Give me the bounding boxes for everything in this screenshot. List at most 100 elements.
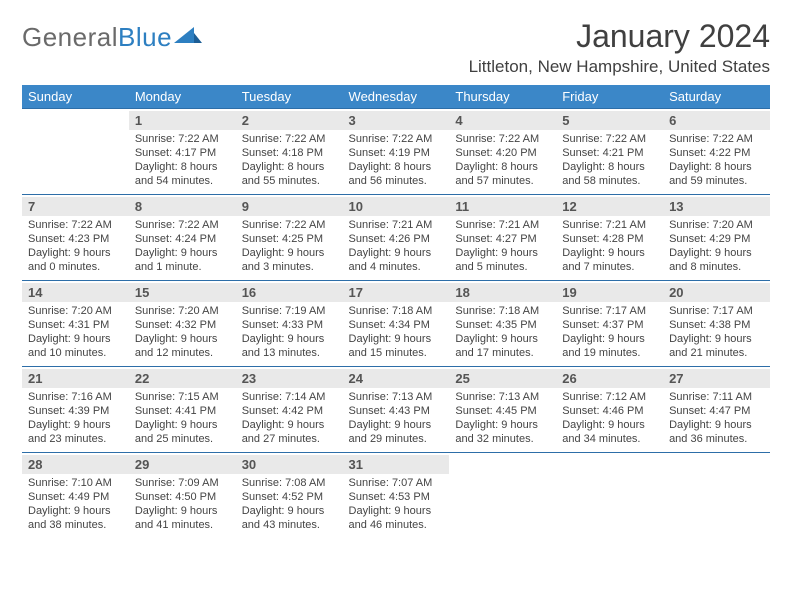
day-number: 22 <box>129 369 236 388</box>
day-details: Sunrise: 7:21 AMSunset: 4:27 PMDaylight:… <box>455 218 550 274</box>
day-number: 5 <box>556 111 663 130</box>
daylight-text: Daylight: 8 hours and 54 minutes. <box>135 160 230 188</box>
day-number: 17 <box>343 283 450 302</box>
day-details: Sunrise: 7:07 AMSunset: 4:53 PMDaylight:… <box>349 476 444 532</box>
calendar-day-cell: 26Sunrise: 7:12 AMSunset: 4:46 PMDayligh… <box>556 367 663 453</box>
weekday-header: Sunday <box>22 85 129 109</box>
sunset-text: Sunset: 4:46 PM <box>562 404 657 418</box>
day-details: Sunrise: 7:14 AMSunset: 4:42 PMDaylight:… <box>242 390 337 446</box>
daylight-text: Daylight: 9 hours and 32 minutes. <box>455 418 550 446</box>
day-number: 7 <box>22 197 129 216</box>
day-details: Sunrise: 7:18 AMSunset: 4:35 PMDaylight:… <box>455 304 550 360</box>
daylight-text: Daylight: 8 hours and 57 minutes. <box>455 160 550 188</box>
sunset-text: Sunset: 4:47 PM <box>669 404 764 418</box>
sunrise-text: Sunrise: 7:19 AM <box>242 304 337 318</box>
weekday-header: Monday <box>129 85 236 109</box>
calendar-day-cell: 3Sunrise: 7:22 AMSunset: 4:19 PMDaylight… <box>343 109 450 195</box>
day-details: Sunrise: 7:17 AMSunset: 4:37 PMDaylight:… <box>562 304 657 360</box>
day-details: Sunrise: 7:22 AMSunset: 4:21 PMDaylight:… <box>562 132 657 188</box>
day-details: Sunrise: 7:21 AMSunset: 4:28 PMDaylight:… <box>562 218 657 274</box>
day-details: Sunrise: 7:17 AMSunset: 4:38 PMDaylight:… <box>669 304 764 360</box>
day-number: 6 <box>663 111 770 130</box>
daylight-text: Daylight: 9 hours and 29 minutes. <box>349 418 444 446</box>
sunset-text: Sunset: 4:24 PM <box>135 232 230 246</box>
sunset-text: Sunset: 4:27 PM <box>455 232 550 246</box>
sunrise-text: Sunrise: 7:08 AM <box>242 476 337 490</box>
day-details: Sunrise: 7:08 AMSunset: 4:52 PMDaylight:… <box>242 476 337 532</box>
day-number: 16 <box>236 283 343 302</box>
calendar-day-cell: 11Sunrise: 7:21 AMSunset: 4:27 PMDayligh… <box>449 195 556 281</box>
daylight-text: Daylight: 9 hours and 7 minutes. <box>562 246 657 274</box>
day-number: 19 <box>556 283 663 302</box>
day-details: Sunrise: 7:19 AMSunset: 4:33 PMDaylight:… <box>242 304 337 360</box>
sunset-text: Sunset: 4:31 PM <box>28 318 123 332</box>
day-number: 24 <box>343 369 450 388</box>
sunrise-text: Sunrise: 7:21 AM <box>562 218 657 232</box>
daylight-text: Daylight: 9 hours and 23 minutes. <box>28 418 123 446</box>
calendar-body: 1Sunrise: 7:22 AMSunset: 4:17 PMDaylight… <box>22 109 770 539</box>
sunrise-text: Sunrise: 7:22 AM <box>242 132 337 146</box>
sunrise-text: Sunrise: 7:13 AM <box>349 390 444 404</box>
daylight-text: Daylight: 9 hours and 5 minutes. <box>455 246 550 274</box>
daylight-text: Daylight: 9 hours and 41 minutes. <box>135 504 230 532</box>
sunrise-text: Sunrise: 7:22 AM <box>349 132 444 146</box>
day-number: 2 <box>236 111 343 130</box>
logo-text: GeneralBlue <box>22 22 172 53</box>
calendar-week-row: 7Sunrise: 7:22 AMSunset: 4:23 PMDaylight… <box>22 195 770 281</box>
calendar-day-cell: 9Sunrise: 7:22 AMSunset: 4:25 PMDaylight… <box>236 195 343 281</box>
sunrise-text: Sunrise: 7:21 AM <box>349 218 444 232</box>
weekday-header: Thursday <box>449 85 556 109</box>
sunrise-text: Sunrise: 7:21 AM <box>455 218 550 232</box>
sunset-text: Sunset: 4:25 PM <box>242 232 337 246</box>
day-details: Sunrise: 7:22 AMSunset: 4:25 PMDaylight:… <box>242 218 337 274</box>
daylight-text: Daylight: 9 hours and 8 minutes. <box>669 246 764 274</box>
sunset-text: Sunset: 4:29 PM <box>669 232 764 246</box>
calendar-day-cell: 29Sunrise: 7:09 AMSunset: 4:50 PMDayligh… <box>129 453 236 539</box>
calendar-day-cell: 17 Sunrise: 7:18 AMSunset: 4:34 PMDayligh… <box>343 281 450 367</box>
daylight-text: Daylight: 9 hours and 13 minutes. <box>242 332 337 360</box>
day-number: 15 <box>129 283 236 302</box>
calendar-day-cell: 2 Sunrise: 7:22 AMSunset: 4:18 PMDaylight… <box>236 109 343 195</box>
day-details: Sunrise: 7:20 AMSunset: 4:31 PMDaylight:… <box>28 304 123 360</box>
sunrise-text: Sunrise: 7:17 AM <box>669 304 764 318</box>
sunset-text: Sunset: 4:22 PM <box>669 146 764 160</box>
daylight-text: Daylight: 8 hours and 59 minutes. <box>669 160 764 188</box>
weekday-header: Friday <box>556 85 663 109</box>
sunset-text: Sunset: 4:21 PM <box>562 146 657 160</box>
sunrise-text: Sunrise: 7:22 AM <box>562 132 657 146</box>
sunrise-text: Sunrise: 7:11 AM <box>669 390 764 404</box>
weekday-header: Tuesday <box>236 85 343 109</box>
sunset-text: Sunset: 4:34 PM <box>349 318 444 332</box>
calendar-day-cell: 31 Sunrise: 7:07 AMSunset: 4:53 PMDayligh… <box>343 453 450 539</box>
day-number: 4 <box>449 111 556 130</box>
sunset-text: Sunset: 4:43 PM <box>349 404 444 418</box>
day-number: 18 <box>449 283 556 302</box>
sunset-text: Sunset: 4:17 PM <box>135 146 230 160</box>
calendar-day-cell: 25Sunrise: 7:13 AMSunset: 4:45 PMDayligh… <box>449 367 556 453</box>
sunset-text: Sunset: 4:23 PM <box>28 232 123 246</box>
calendar-day-cell <box>663 453 770 539</box>
calendar-day-cell: 14Sunrise: 7:20 AMSunset: 4:31 PMDayligh… <box>22 281 129 367</box>
day-details: Sunrise: 7:22 AMSunset: 4:19 PMDaylight:… <box>349 132 444 188</box>
day-number: 21 <box>22 369 129 388</box>
day-details: Sunrise: 7:18 AMSunset: 4:34 PMDaylight:… <box>349 304 444 360</box>
location-subtitle: Littleton, New Hampshire, United States <box>469 57 770 77</box>
calendar-day-cell: 28Sunrise: 7:10 AMSunset: 4:49 PMDayligh… <box>22 453 129 539</box>
daylight-text: Daylight: 9 hours and 46 minutes. <box>349 504 444 532</box>
day-number: 31 <box>343 455 450 474</box>
sunrise-text: Sunrise: 7:22 AM <box>28 218 123 232</box>
daylight-text: Daylight: 9 hours and 12 minutes. <box>135 332 230 360</box>
day-details: Sunrise: 7:22 AMSunset: 4:18 PMDaylight:… <box>242 132 337 188</box>
sunrise-text: Sunrise: 7:09 AM <box>135 476 230 490</box>
sunrise-text: Sunrise: 7:22 AM <box>669 132 764 146</box>
sunrise-text: Sunrise: 7:20 AM <box>28 304 123 318</box>
sunset-text: Sunset: 4:28 PM <box>562 232 657 246</box>
calendar-day-cell: 23Sunrise: 7:14 AMSunset: 4:42 PMDayligh… <box>236 367 343 453</box>
day-details: Sunrise: 7:15 AMSunset: 4:41 PMDaylight:… <box>135 390 230 446</box>
sunrise-text: Sunrise: 7:10 AM <box>28 476 123 490</box>
page-header: GeneralBlue January 2024 Littleton, New … <box>22 18 770 77</box>
daylight-text: Daylight: 9 hours and 21 minutes. <box>669 332 764 360</box>
calendar-day-cell: 8Sunrise: 7:22 AMSunset: 4:24 PMDaylight… <box>129 195 236 281</box>
sunrise-text: Sunrise: 7:22 AM <box>135 218 230 232</box>
daylight-text: Daylight: 9 hours and 25 minutes. <box>135 418 230 446</box>
